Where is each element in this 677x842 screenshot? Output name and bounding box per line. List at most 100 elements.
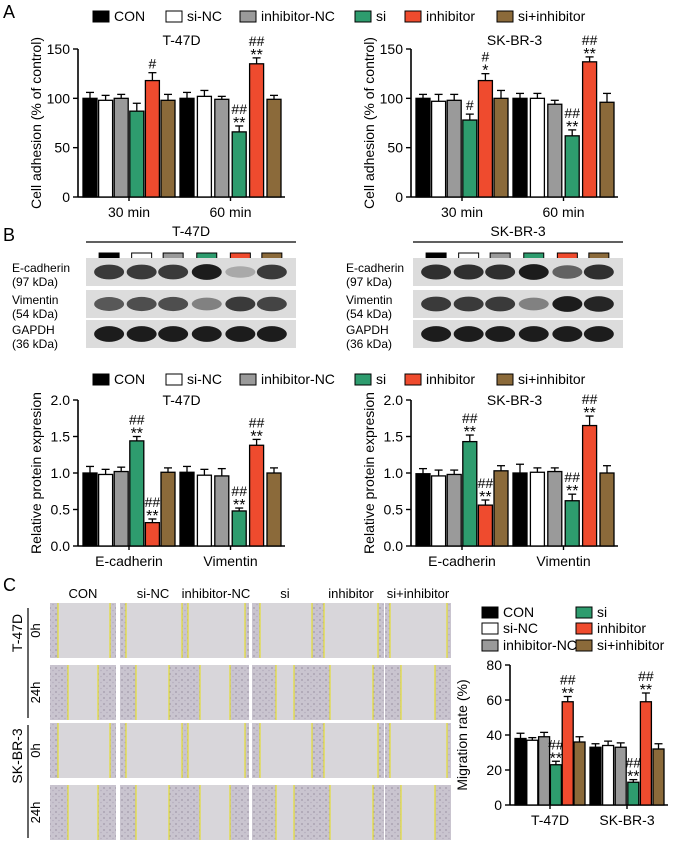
- blot-band: [485, 264, 516, 280]
- blot-band: [518, 326, 549, 342]
- bar-si-plus-inhibitor: [160, 99, 176, 198]
- significance-mark: **: [233, 497, 245, 514]
- y-tick-label: 0.5: [384, 502, 404, 518]
- blot-band: [256, 264, 287, 280]
- blot-row-label: GAPDH: [346, 323, 389, 337]
- legend-label: inhibitor-NC: [261, 371, 335, 387]
- significance-mark: ##: [582, 32, 598, 48]
- bar-inhibitor-NC: [547, 103, 563, 198]
- blot-band: [518, 297, 549, 311]
- significance-mark: ##: [560, 672, 576, 688]
- blot-band: [421, 264, 452, 280]
- bar-CON: [589, 746, 602, 806]
- legend-swatch: [575, 606, 593, 619]
- significance-mark: ##: [231, 101, 247, 117]
- blot-band: [421, 326, 452, 342]
- bar-inhibitor: [477, 79, 494, 198]
- bar-CON: [82, 97, 98, 198]
- legend-swatch: [92, 10, 110, 23]
- x-tick-label: 60 min: [209, 204, 251, 220]
- scratch-time-label: 24h: [28, 802, 43, 824]
- bar-inhibitor-NC: [537, 736, 551, 806]
- bar-si: [549, 764, 563, 806]
- scratch-time-label: 0h: [28, 623, 43, 637]
- legend-a: CON si-NC inhibitor-NC si inhibitor si+inhibi…: [92, 8, 586, 24]
- blot-band: [225, 296, 256, 312]
- significance-mark: ##: [564, 469, 580, 485]
- blot-row-label: GAPDH: [12, 323, 55, 337]
- scratch-gap: [58, 723, 110, 778]
- scratch-gap: [58, 603, 110, 658]
- blot-row-size: (97 kDa): [346, 275, 392, 289]
- blot-row-label: Vimentin: [346, 293, 392, 307]
- blot-band: [225, 266, 256, 278]
- y-tick-label: 1.0: [51, 465, 71, 481]
- scratch-gap: [136, 665, 169, 720]
- y-tick-label: 0.0: [384, 538, 404, 554]
- blot-band: [518, 264, 549, 280]
- x-tick-label: SK-BR-3: [599, 812, 654, 828]
- blot-band: [191, 264, 222, 280]
- significance-mark: **: [627, 769, 639, 786]
- scratch-time-label: 0h: [28, 743, 43, 757]
- scratch-gap: [390, 603, 447, 658]
- y-tick-label: 0: [494, 797, 502, 813]
- bar-inhibitor: [477, 504, 494, 547]
- blot-band: [158, 326, 189, 342]
- bar-inhibitor-NC: [113, 470, 129, 547]
- scratch-column-label: si+inhibitor: [387, 586, 450, 601]
- y-axis-label: Relative protein expresion: [361, 392, 377, 554]
- y-tick-label: 150: [380, 41, 404, 57]
- migration-chart: Migration rate (%)020406080T-47D**##**##…: [454, 657, 668, 828]
- significance-mark: **: [566, 119, 578, 136]
- scratch-column-label: CON: [69, 586, 98, 601]
- bar-inhibitor-NC: [614, 746, 627, 806]
- legend-label: si: [376, 8, 386, 24]
- blot-title: SK-BR-3: [490, 223, 545, 239]
- blot-band: [552, 326, 583, 342]
- significance-mark: **: [550, 750, 562, 767]
- bar-si: [564, 500, 580, 547]
- bar-inhibitor: [248, 444, 265, 547]
- scratch-gap: [276, 785, 294, 840]
- scratch-gap: [188, 603, 245, 658]
- significance-mark: **: [250, 428, 262, 445]
- bar-si: [129, 110, 145, 198]
- y-tick-label: 0: [62, 189, 70, 205]
- x-tick-label: Vimentin: [536, 553, 590, 569]
- scratch-column-label: inhibitor: [328, 586, 374, 601]
- x-tick-label: 30 min: [441, 204, 483, 220]
- y-tick-label: 2.0: [51, 392, 71, 408]
- bar-inhibitor-NC: [113, 97, 129, 198]
- legend-swatch: [496, 10, 514, 23]
- significance-mark: ##: [462, 410, 478, 426]
- y-tick-label: 2.0: [384, 392, 404, 408]
- bar-inhibitor-NC: [446, 473, 462, 547]
- bar-si: [231, 510, 247, 547]
- bar-si: [129, 440, 145, 547]
- scratch-assay-images: CON si-NC inhibitor-NC si inhibitor si+inhibi…: [9, 586, 451, 840]
- y-tick-label: 1.5: [51, 429, 71, 445]
- significance-mark: ##: [478, 475, 494, 491]
- bar-inhibitor-NC: [214, 475, 230, 547]
- legend-label: CON: [114, 371, 145, 387]
- legend-swatch: [354, 10, 372, 23]
- bar-inhibitor: [581, 61, 598, 198]
- y-tick-label: 80: [486, 657, 502, 673]
- legend-label: si-NC: [503, 620, 538, 636]
- significance-mark: **: [561, 686, 573, 703]
- y-tick-label: 0.5: [51, 502, 71, 518]
- x-tick-label: T-47D: [531, 812, 569, 828]
- significance-mark: ##: [626, 755, 642, 771]
- significance-mark: **: [233, 115, 245, 132]
- bar-si-NC: [196, 474, 213, 547]
- bar-inhibitor-NC: [214, 98, 230, 198]
- chart-title: SK-BR-3: [487, 392, 542, 408]
- panel-label-c: C: [3, 575, 16, 595]
- scratch-gap: [126, 723, 182, 778]
- blot-band: [126, 296, 157, 312]
- significance-mark: ##: [231, 483, 247, 499]
- blot-row-label: Vimentin: [12, 293, 58, 307]
